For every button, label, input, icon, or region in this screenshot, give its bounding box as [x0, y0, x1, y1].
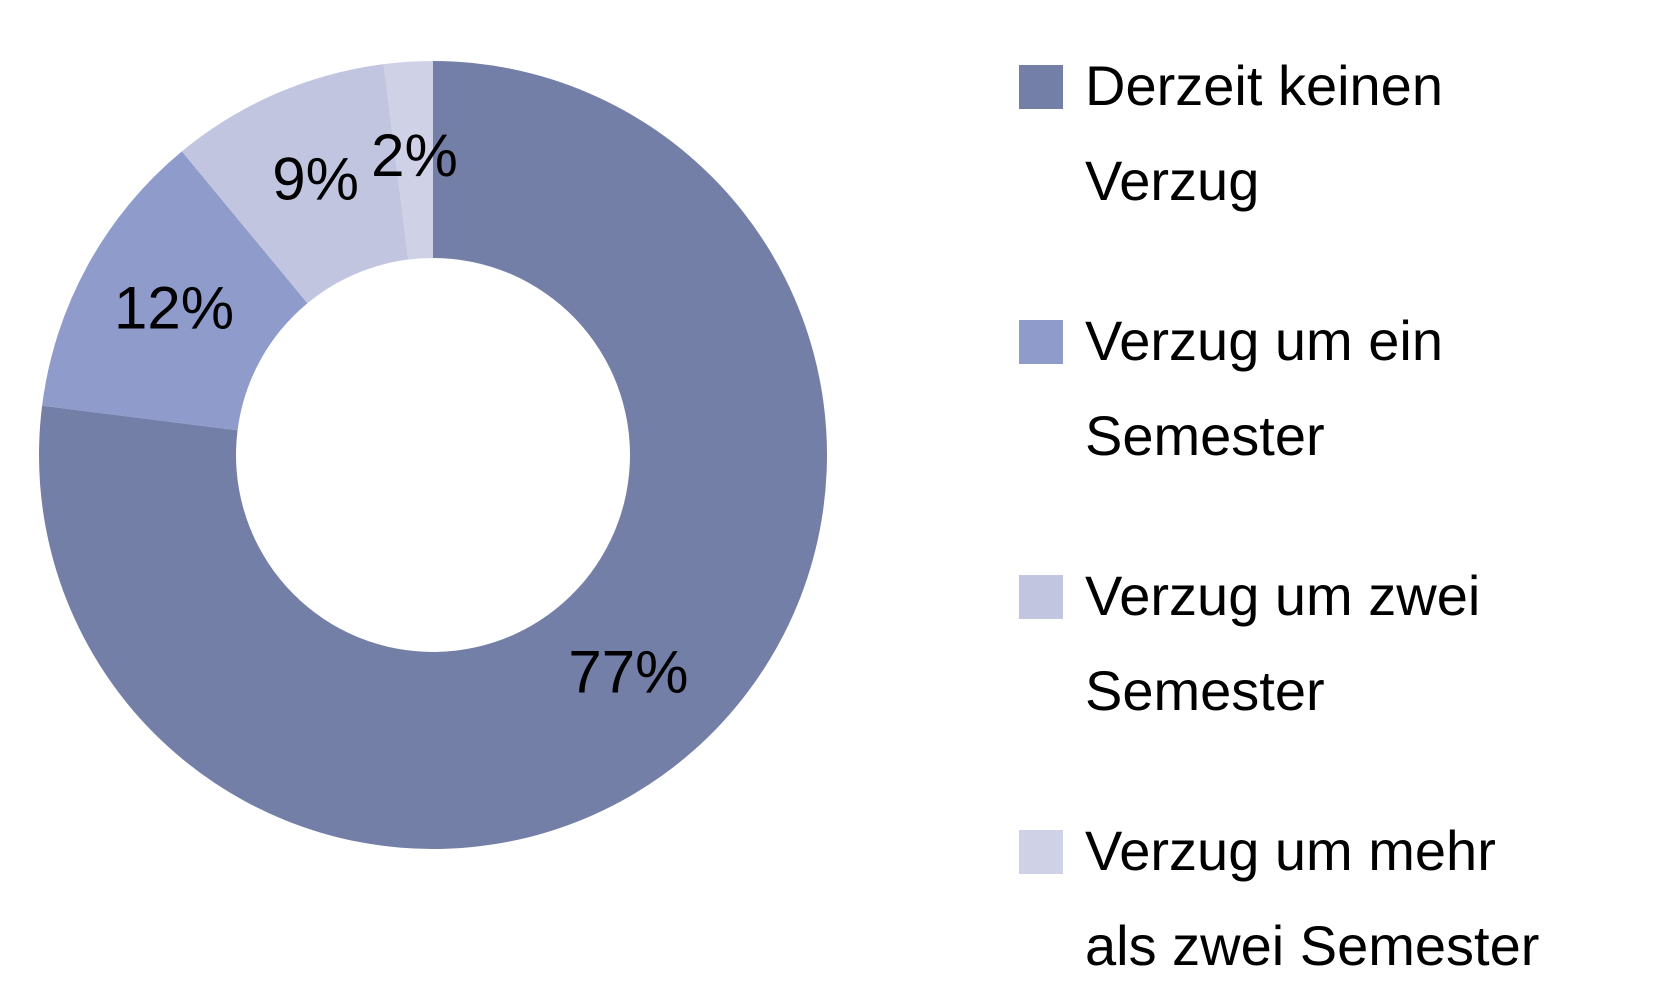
legend-label: Derzeit keinen Verzug — [1085, 54, 1443, 212]
donut-segment — [42, 151, 308, 431]
legend-swatch — [1019, 65, 1063, 109]
legend-label: Verzug um ein Semester — [1085, 309, 1443, 467]
chart: 77% 12% 9% 2% — [39, 61, 828, 849]
legend-label: Verzug um mehr als zwei Semester — [1085, 819, 1540, 977]
legend-label: Verzug um zwei Semester — [1085, 564, 1481, 722]
legend-swatch — [1019, 830, 1063, 874]
data-label: 9% — [272, 146, 359, 213]
data-label: 2% — [371, 122, 458, 189]
donut-segment — [383, 61, 433, 260]
data-label: 12% — [114, 274, 234, 341]
legend-swatch — [1019, 320, 1063, 364]
donut-segment — [181, 64, 409, 304]
donut-segment — [39, 61, 828, 849]
data-label: 77% — [568, 639, 688, 706]
legend-swatch — [1019, 575, 1063, 619]
